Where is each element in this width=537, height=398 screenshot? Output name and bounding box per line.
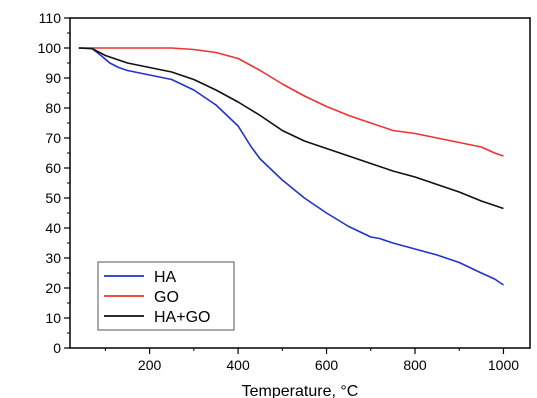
x-axis-ticks: 200 400 600 800 1000	[104, 348, 519, 373]
x-tick-label: 600	[315, 357, 339, 373]
series-line-go	[78, 47, 504, 157]
y-tick-label: 30	[45, 250, 61, 266]
series-line-ha-go	[78, 47, 504, 210]
y-tick-label: 110	[39, 10, 62, 26]
y-tick-label: 100	[38, 40, 62, 56]
y-tick-label: 70	[45, 130, 61, 146]
series-lines	[78, 47, 504, 286]
x-tick-label: 800	[403, 357, 427, 373]
legend-entry: HA+GO	[154, 309, 210, 326]
x-tick-label: 200	[138, 357, 162, 373]
y-tick-label: 10	[45, 310, 61, 326]
x-axis-label: Temperature, °C	[242, 383, 359, 398]
x-tick-label: 400	[226, 357, 250, 373]
legend-entry: HA	[154, 269, 177, 286]
y-tick-label: 40	[45, 220, 61, 236]
y-tick-label: 20	[45, 280, 61, 296]
legend: HA GO HA+GO	[97, 261, 235, 331]
y-tick-label: 50	[45, 190, 61, 206]
y-tick-label: 90	[45, 70, 61, 86]
legend-entry: GO	[154, 289, 179, 306]
y-tick-label: 0	[53, 340, 61, 356]
series-line-ha	[78, 47, 504, 286]
x-tick-label: 1000	[488, 357, 519, 373]
y-tick-label: 60	[45, 160, 61, 176]
y-axis-ticks: 0 10 20 30 40 50 60 70 80 90 100 110	[38, 10, 70, 356]
y-tick-label: 80	[45, 100, 61, 116]
